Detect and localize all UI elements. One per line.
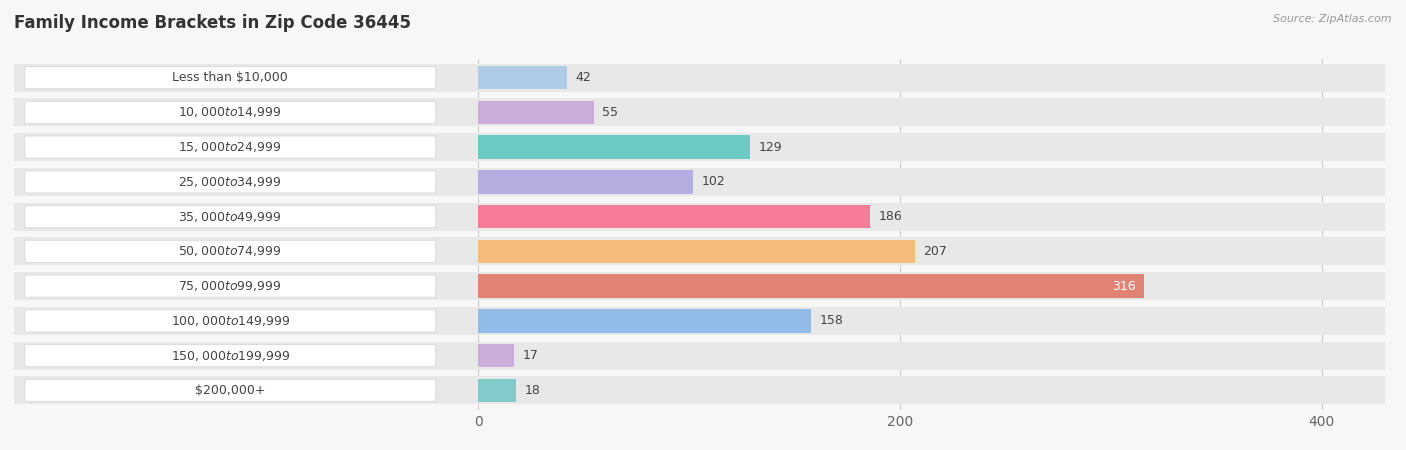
FancyBboxPatch shape xyxy=(24,310,436,332)
Text: $100,000 to $149,999: $100,000 to $149,999 xyxy=(170,314,290,328)
Text: $75,000 to $99,999: $75,000 to $99,999 xyxy=(179,279,283,293)
Text: $200,000+: $200,000+ xyxy=(195,384,266,397)
FancyBboxPatch shape xyxy=(24,379,436,401)
Text: $150,000 to $199,999: $150,000 to $199,999 xyxy=(170,349,290,363)
Bar xyxy=(478,205,870,229)
Bar xyxy=(478,274,1144,298)
Bar xyxy=(14,64,1385,91)
Bar xyxy=(14,342,1385,369)
FancyBboxPatch shape xyxy=(24,275,436,297)
Bar xyxy=(14,202,1385,230)
FancyBboxPatch shape xyxy=(24,67,436,89)
Text: 17: 17 xyxy=(523,349,538,362)
Bar xyxy=(14,99,1385,126)
FancyBboxPatch shape xyxy=(24,345,436,367)
Bar xyxy=(14,238,1385,266)
Text: $25,000 to $34,999: $25,000 to $34,999 xyxy=(179,175,283,189)
Text: 186: 186 xyxy=(879,210,903,223)
Text: 129: 129 xyxy=(759,140,782,153)
Bar xyxy=(478,239,915,263)
FancyBboxPatch shape xyxy=(24,136,436,158)
Bar xyxy=(14,133,1385,161)
FancyBboxPatch shape xyxy=(24,240,436,262)
FancyBboxPatch shape xyxy=(24,206,436,228)
Bar xyxy=(14,272,1385,300)
Text: $50,000 to $74,999: $50,000 to $74,999 xyxy=(179,244,283,258)
Bar xyxy=(478,344,515,368)
Text: 158: 158 xyxy=(820,315,844,328)
Bar xyxy=(478,309,811,333)
Text: 316: 316 xyxy=(1112,279,1136,292)
Bar xyxy=(478,170,693,194)
Bar xyxy=(478,100,595,124)
FancyBboxPatch shape xyxy=(24,101,436,123)
Text: Source: ZipAtlas.com: Source: ZipAtlas.com xyxy=(1274,14,1392,23)
Text: 207: 207 xyxy=(924,245,946,258)
Text: 42: 42 xyxy=(575,71,591,84)
Text: 55: 55 xyxy=(603,106,619,119)
Bar xyxy=(478,66,567,90)
Text: 18: 18 xyxy=(524,384,540,397)
Bar xyxy=(14,377,1385,404)
Text: $15,000 to $24,999: $15,000 to $24,999 xyxy=(179,140,283,154)
FancyBboxPatch shape xyxy=(24,171,436,193)
Bar xyxy=(14,168,1385,196)
Text: Family Income Brackets in Zip Code 36445: Family Income Brackets in Zip Code 36445 xyxy=(14,14,411,32)
Text: $35,000 to $49,999: $35,000 to $49,999 xyxy=(179,210,283,224)
Text: Less than $10,000: Less than $10,000 xyxy=(173,71,288,84)
Bar xyxy=(478,135,751,159)
Bar xyxy=(14,307,1385,335)
Text: $10,000 to $14,999: $10,000 to $14,999 xyxy=(179,105,283,119)
Text: 102: 102 xyxy=(702,176,725,189)
Bar xyxy=(478,378,516,402)
